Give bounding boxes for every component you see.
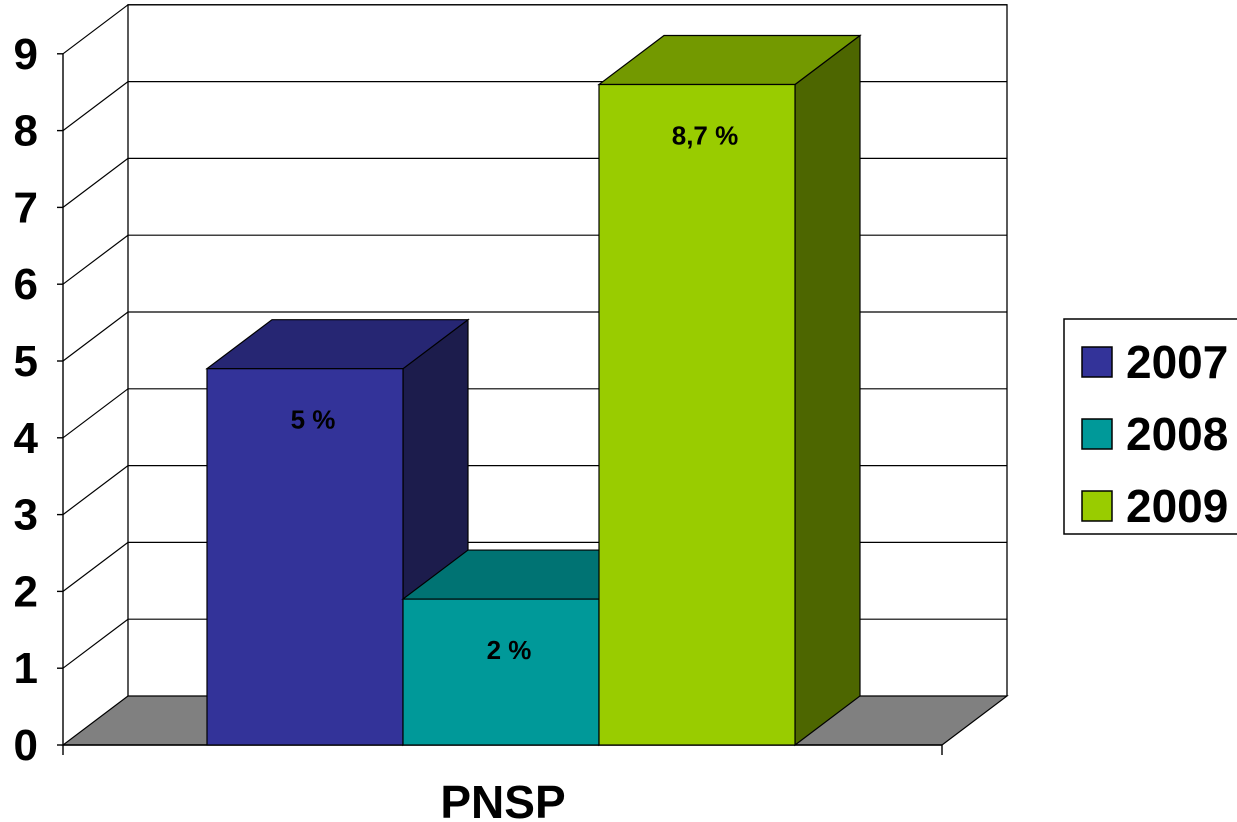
bar-side-face: [794, 34, 861, 747]
y-tick-label: 4: [14, 414, 39, 463]
y-tick-label: 1: [14, 644, 38, 693]
gridline-diagonal: [62, 234, 129, 285]
gridline-diagonal: [62, 388, 129, 439]
bar-2009: [597, 34, 862, 747]
bar-front-face: [402, 598, 600, 746]
bars: [205, 34, 862, 747]
gridline-diagonal: [62, 4, 129, 55]
y-tick-label: 3: [14, 491, 38, 540]
legend-swatch-2007: [1081, 346, 1113, 378]
gridline-diagonal: [62, 81, 129, 132]
legend: 2007 2008 2009: [1063, 318, 1237, 535]
legend-label-2007: 2007: [1126, 336, 1228, 388]
y-axis-ticks: 0 1 2 3 4 5 6 7 8 9: [14, 30, 63, 770]
y-tick-label: 5: [14, 337, 38, 386]
bar-front-face: [206, 368, 404, 746]
y-tick-label: 9: [14, 30, 38, 79]
category-label: PNSP: [440, 776, 565, 822]
legend-swatch-2009: [1081, 490, 1113, 522]
data-label-2008: 2 %: [487, 635, 532, 665]
y-tick-label: 8: [14, 107, 38, 156]
data-labels: 5 % 2 % 8,7 %: [291, 121, 739, 666]
legend-label-2008: 2008: [1126, 408, 1228, 460]
gridline-diagonal: [62, 311, 129, 362]
y-tick-label: 6: [14, 260, 38, 309]
y-tick-label: 0: [14, 721, 38, 770]
gridline-diagonal: [62, 541, 129, 592]
legend-label-2009: 2009: [1126, 480, 1228, 532]
y-tick-label: 7: [14, 183, 38, 232]
gridline-diagonal: [62, 465, 129, 516]
y-tick-label: 2: [14, 567, 38, 616]
gridline-diagonal: [62, 618, 129, 669]
data-label-2007: 5 %: [291, 405, 336, 435]
x-axis-labels: PNSP: [440, 776, 565, 822]
legend-swatch-2008: [1081, 418, 1113, 450]
gridline-diagonal: [62, 157, 129, 208]
data-label-2009: 8,7 %: [672, 121, 739, 151]
bar-front-face: [598, 83, 796, 746]
